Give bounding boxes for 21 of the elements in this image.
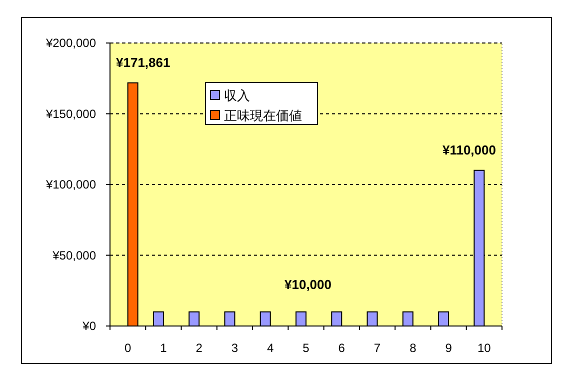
x-tick-label: 8 bbox=[410, 341, 417, 355]
x-tick-label: 9 bbox=[445, 341, 452, 355]
y-tick-label: ¥150,000 bbox=[44, 106, 96, 121]
x-tick-label: 4 bbox=[267, 341, 274, 355]
x-tick-label: 1 bbox=[160, 341, 168, 355]
x-tick-label: 5 bbox=[302, 341, 310, 355]
legend-label: 収入 bbox=[224, 88, 250, 103]
x-tick-label: 2 bbox=[196, 341, 203, 355]
x-tick-label: 10 bbox=[478, 341, 492, 355]
data-label: ¥110,000 bbox=[442, 142, 496, 158]
y-tick-label: ¥0 bbox=[82, 319, 96, 333]
y-tick-label: ¥50,000 bbox=[52, 248, 96, 262]
x-tick-label: 3 bbox=[231, 341, 238, 355]
annotation: ¥10,000 bbox=[284, 277, 332, 292]
y-tick-label: ¥200,000 bbox=[44, 36, 96, 50]
y-tick-label: ¥100,000 bbox=[44, 178, 96, 192]
x-tick-label: 0 bbox=[124, 341, 132, 355]
data-label: ¥171,861 bbox=[116, 54, 170, 70]
legend-label: 正味現在価値 bbox=[224, 108, 302, 123]
x-tick-label: 7 bbox=[374, 341, 381, 355]
x-tick-label: 6 bbox=[338, 341, 346, 355]
